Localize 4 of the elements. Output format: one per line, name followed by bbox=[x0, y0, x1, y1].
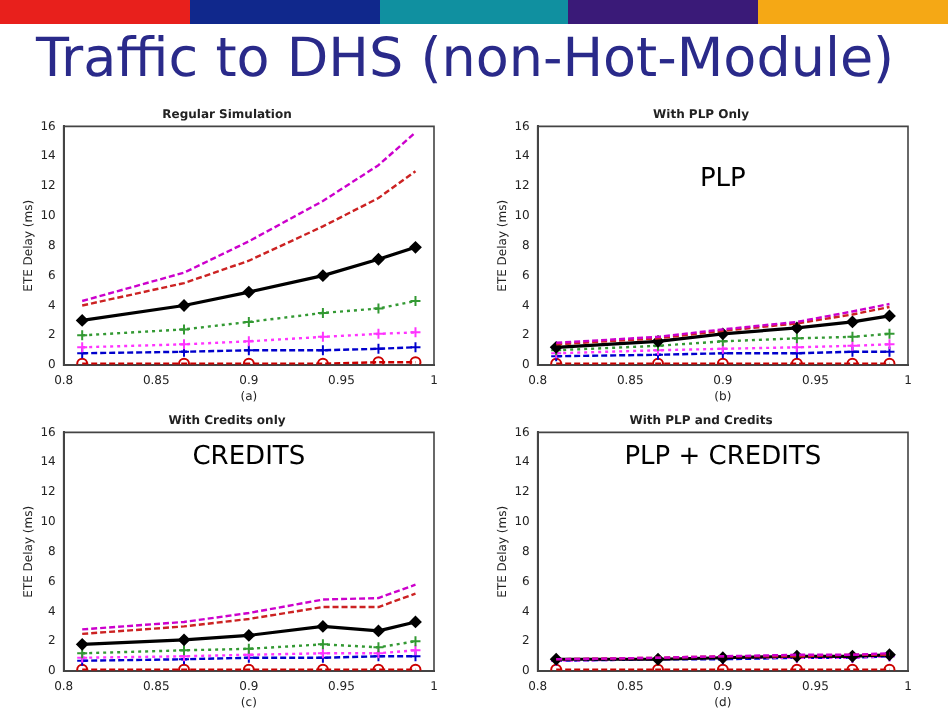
annotation: CREDITS bbox=[192, 442, 306, 473]
text: Traffic to DHS (non-Hot-Module) bbox=[36, 28, 895, 90]
annotation: PLP + CREDITS bbox=[624, 442, 822, 473]
annotation: PLP bbox=[699, 164, 747, 195]
